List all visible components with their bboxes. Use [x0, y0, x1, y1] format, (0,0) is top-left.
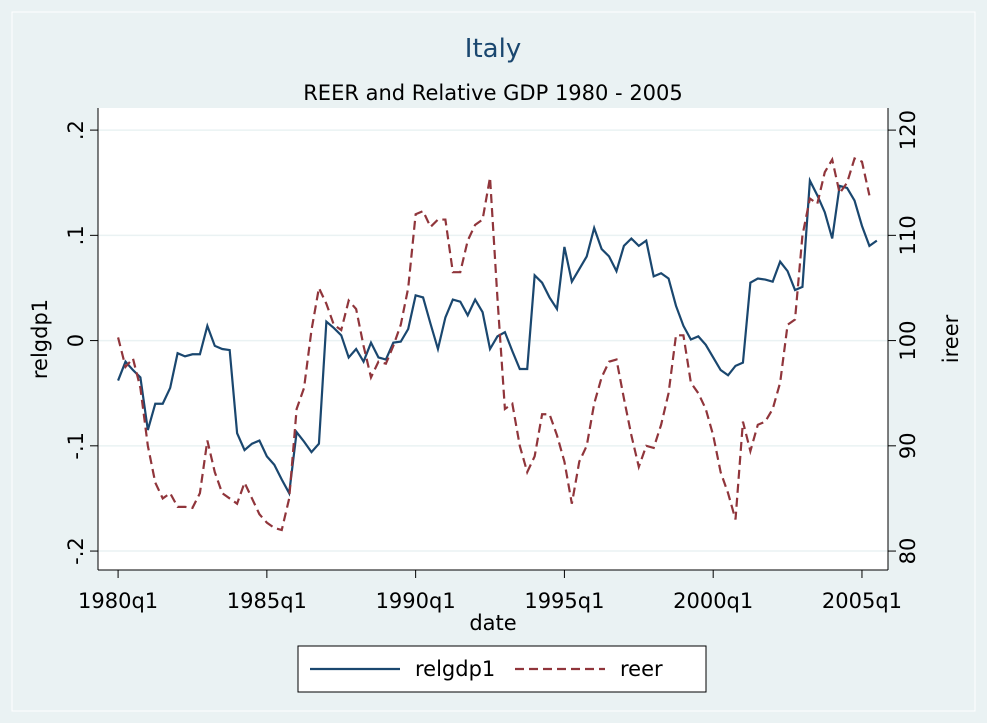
frame: [11, 11, 976, 712]
x-tick-label: 1995q1: [524, 589, 604, 613]
x-tick-label: 2000q1: [673, 589, 753, 613]
chart-title: Italy: [465, 34, 521, 64]
y2-axis-title: ireer: [939, 314, 963, 363]
y2-tick-label: 100: [896, 321, 920, 361]
y-tick-label: -.2: [64, 537, 88, 565]
y2-tick-label: 120: [896, 110, 920, 150]
chart-subtitle: REER and Relative GDP 1980 - 2005: [303, 81, 683, 105]
y-tick-label: .1: [64, 225, 88, 245]
y2-tick-label: 80: [896, 538, 920, 565]
plot-area: [98, 108, 888, 570]
x-tick-label: 1985q1: [227, 589, 307, 613]
y-tick-label: .2: [64, 120, 88, 140]
y-tick-label: -.1: [64, 432, 88, 460]
x-axis-title: date: [469, 611, 516, 635]
y2-tick-label: 110: [896, 215, 920, 255]
series-line: [117, 156, 871, 532]
x-tick-label: 1980q1: [78, 589, 158, 613]
y-tick-label: 0: [64, 334, 88, 347]
legend-label: relgdp1: [415, 657, 495, 681]
x-tick-label: 2005q1: [822, 589, 902, 613]
y-axis-title: relgdp1: [28, 299, 52, 379]
legend-label: reer: [620, 657, 663, 681]
series-line: [117, 176, 878, 497]
y2-tick-label: 90: [896, 432, 920, 459]
x-tick-label: 1990q1: [376, 589, 456, 613]
